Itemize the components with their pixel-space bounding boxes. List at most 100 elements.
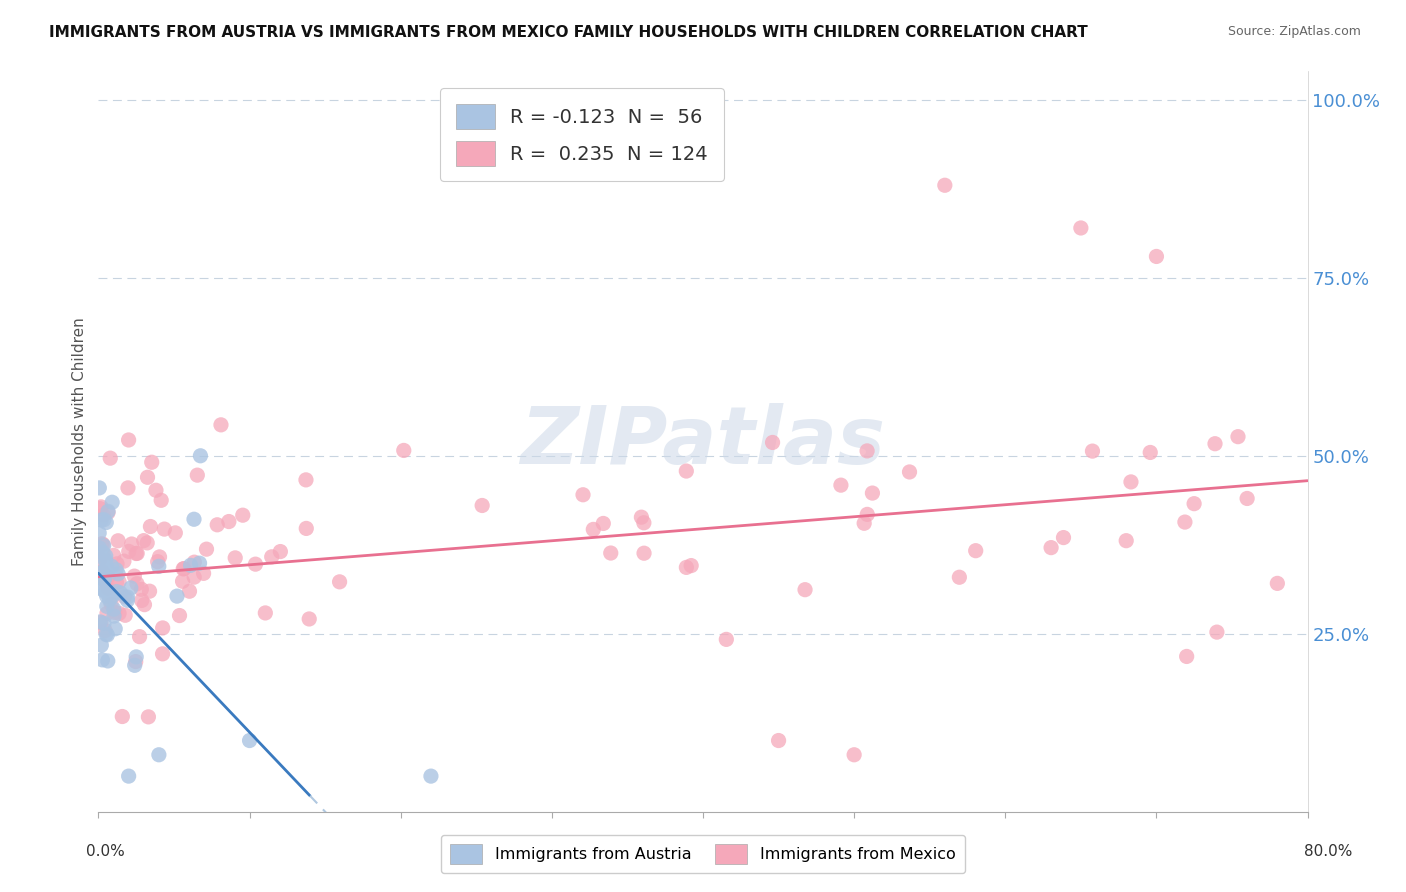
Point <box>91 545 114 559</box>
Point <box>1144 250 1167 264</box>
Point <box>93 539 115 553</box>
Point <box>1052 531 1074 545</box>
Point <box>188 556 211 570</box>
Point <box>190 449 212 463</box>
Point <box>582 523 605 537</box>
Y-axis label: Family Households with Children: Family Households with Children <box>72 318 87 566</box>
Point <box>153 522 176 536</box>
Point <box>136 536 159 550</box>
Point <box>94 574 117 588</box>
Point <box>260 549 283 564</box>
Point <box>104 622 127 636</box>
Point <box>93 572 115 586</box>
Point <box>934 178 956 193</box>
Point <box>114 608 136 623</box>
Point <box>103 602 125 616</box>
Point <box>1206 625 1229 640</box>
Point <box>1174 515 1197 529</box>
Point <box>89 615 111 629</box>
Point <box>90 638 112 652</box>
Point <box>295 521 318 535</box>
Point <box>180 558 202 573</box>
Point <box>91 582 114 597</box>
Point <box>761 435 783 450</box>
Point <box>1236 491 1258 506</box>
Point <box>139 519 162 533</box>
Point <box>572 488 595 502</box>
Point <box>239 733 262 747</box>
Point <box>172 574 194 589</box>
Point <box>173 561 195 575</box>
Point <box>117 481 139 495</box>
Point <box>97 504 120 518</box>
Point <box>186 468 208 483</box>
Point <box>93 513 115 527</box>
Legend: Immigrants from Austria, Immigrants from Mexico: Immigrants from Austria, Immigrants from… <box>440 835 966 873</box>
Point <box>141 455 163 469</box>
Point <box>90 500 112 514</box>
Point <box>125 649 148 664</box>
Point <box>96 599 118 614</box>
Text: 0.0%: 0.0% <box>86 845 125 859</box>
Text: 80.0%: 80.0% <box>1305 845 1353 859</box>
Point <box>91 566 114 580</box>
Text: Source: ZipAtlas.com: Source: ZipAtlas.com <box>1227 25 1361 38</box>
Point <box>131 593 153 607</box>
Point <box>179 584 201 599</box>
Point <box>145 483 167 498</box>
Point <box>1119 475 1142 489</box>
Point <box>1227 430 1250 444</box>
Point <box>633 546 655 560</box>
Point <box>105 584 128 599</box>
Point <box>96 589 118 603</box>
Point <box>152 647 174 661</box>
Point <box>965 543 987 558</box>
Point <box>104 606 127 620</box>
Point <box>471 499 494 513</box>
Point <box>195 542 218 557</box>
Point <box>103 549 125 563</box>
Point <box>117 593 139 607</box>
Point <box>131 582 153 597</box>
Point <box>675 464 697 478</box>
Point <box>96 628 118 642</box>
Point <box>392 443 415 458</box>
Point <box>1175 649 1198 664</box>
Point <box>89 566 111 581</box>
Point <box>134 598 156 612</box>
Point <box>209 417 232 432</box>
Point <box>111 709 134 723</box>
Point <box>183 555 205 569</box>
Point <box>1182 497 1205 511</box>
Point <box>633 516 655 530</box>
Point <box>127 546 149 560</box>
Point <box>108 574 131 589</box>
Point <box>183 570 205 584</box>
Point <box>1139 445 1161 459</box>
Point <box>298 612 321 626</box>
Legend: R = -0.123  N =  56, R =  0.235  N = 124: R = -0.123 N = 56, R = 0.235 N = 124 <box>440 88 724 181</box>
Point <box>103 609 125 624</box>
Point <box>98 451 121 466</box>
Point <box>1070 221 1092 235</box>
Point <box>630 510 652 524</box>
Point <box>91 653 114 667</box>
Point <box>120 581 142 595</box>
Point <box>108 607 131 621</box>
Point <box>94 624 117 638</box>
Point <box>100 559 122 574</box>
Point <box>97 582 120 596</box>
Point <box>232 508 254 523</box>
Point <box>93 616 115 631</box>
Point <box>98 592 121 607</box>
Point <box>148 747 170 762</box>
Point <box>107 533 129 548</box>
Point <box>183 512 205 526</box>
Point <box>169 608 191 623</box>
Point <box>90 537 112 551</box>
Text: IMMIGRANTS FROM AUSTRIA VS IMMIGRANTS FROM MEXICO FAMILY HOUSEHOLDS WITH CHILDRE: IMMIGRANTS FROM AUSTRIA VS IMMIGRANTS FR… <box>49 25 1088 40</box>
Point <box>150 493 173 508</box>
Point <box>856 443 879 458</box>
Point <box>1267 576 1289 591</box>
Point <box>193 566 215 581</box>
